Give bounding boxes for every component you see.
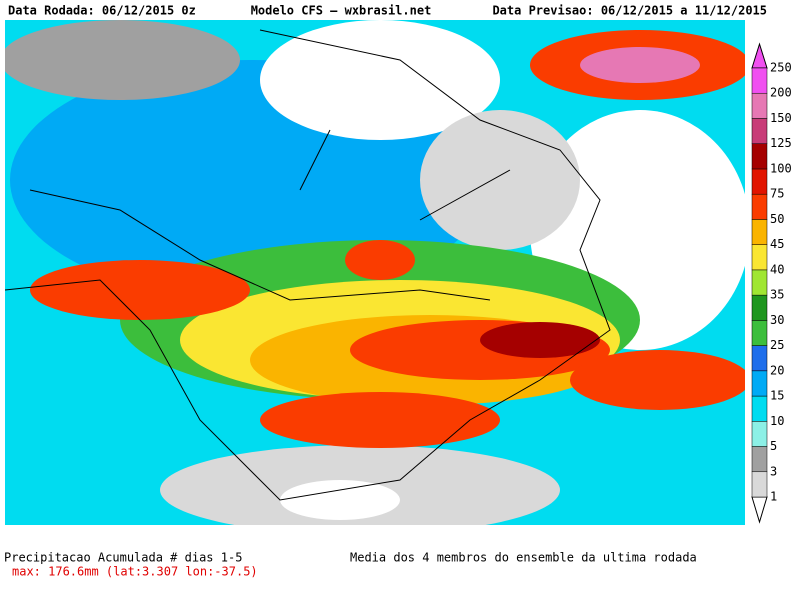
colorbar-box (751, 446, 768, 473)
colorbar-box (751, 320, 768, 346)
colorbar-box (751, 471, 768, 498)
footer-max: max: 176.6mm (lat:3.307 lon:-37.5) (12, 565, 258, 579)
colorbar-top (751, 42, 768, 69)
colorbar-box (751, 345, 768, 372)
colorbar-label: 45 (770, 237, 784, 251)
colorbar-label: 75 (770, 187, 784, 201)
colorbar-box (751, 294, 768, 321)
colorbar-box (751, 244, 768, 271)
colorbar-label: 250 (770, 61, 792, 75)
colorbar-box (751, 395, 768, 422)
colorbar-label: 5 (770, 439, 777, 453)
colorbar-label: 200 (770, 86, 792, 100)
colorbar-box (751, 219, 768, 245)
colorbar-box (751, 168, 768, 195)
colorbar-box (751, 118, 768, 144)
colorbar-label: 30 (770, 313, 784, 327)
header-right: Data Previsao: 06/12/2015 a 11/12/2015 (492, 4, 767, 18)
colorbar-label: 15 (770, 389, 784, 403)
colorbar-box (751, 370, 768, 397)
header-left: Data Rodada: 06/12/2015 0z (8, 4, 196, 18)
colorbar-box (751, 421, 768, 447)
colorbar-label: 150 (770, 111, 792, 125)
colorbar-box (751, 193, 768, 220)
colorbar-label: 10 (770, 414, 784, 428)
colorbar-label: 1 (770, 490, 777, 504)
colorbar-box (751, 269, 768, 296)
colorbar-box (751, 92, 768, 119)
colorbar-box (751, 143, 768, 170)
colorbar-label: 40 (770, 262, 784, 276)
colorbar-label: 125 (770, 136, 792, 150)
colorbar-label: 35 (770, 288, 784, 302)
colorbar-box (751, 67, 768, 94)
colorbar-label: 50 (770, 212, 784, 226)
header-center: Modelo CFS — wxbrasil.net (251, 4, 432, 18)
footer-note: Media dos 4 membros do ensemble da ultim… (350, 551, 697, 565)
map (5, 20, 745, 525)
colorbar-label: 3 (770, 464, 777, 478)
colorbar-label: 100 (770, 161, 792, 175)
colorbar-label: 20 (770, 363, 784, 377)
colorbar-label: 25 (770, 338, 784, 352)
footer-title: Precipitacao Acumulada # dias 1-5 (4, 551, 242, 565)
colorbar-bottom (751, 496, 768, 524)
